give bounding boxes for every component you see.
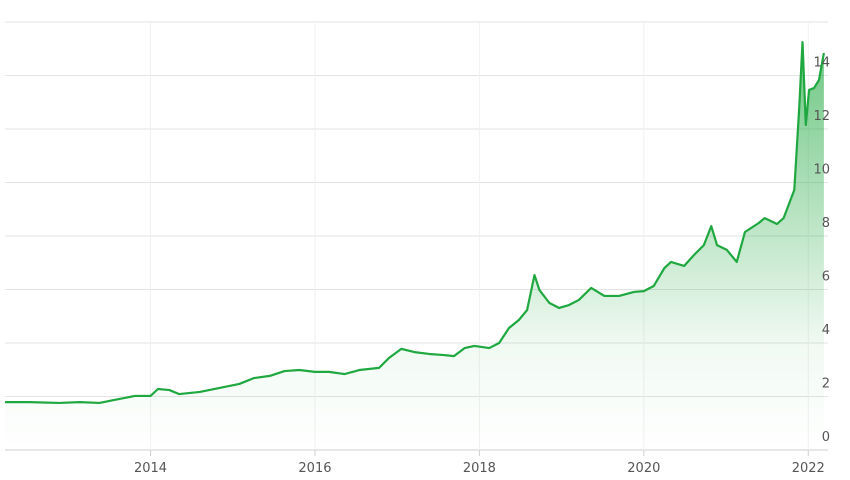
x-tick-label: 2016 — [298, 461, 331, 476]
y-tick-label: 14 — [813, 56, 830, 71]
x-tick-label: 2020 — [627, 461, 660, 476]
y-tick-label: 10 — [813, 163, 830, 178]
x-tick-label: 2014 — [134, 461, 167, 476]
x-tick-label: 2022 — [792, 461, 825, 476]
x-tick-label: 2018 — [463, 461, 496, 476]
y-tick-label: 6 — [822, 270, 830, 285]
y-tick-label: 12 — [813, 109, 830, 124]
area-fill — [5, 42, 824, 451]
y-tick-label: 2 — [822, 377, 830, 392]
y-tick-label: 8 — [822, 216, 830, 231]
price-line — [5, 40, 825, 405]
y-tick-label: 4 — [822, 323, 830, 338]
y-tick-label: 0 — [822, 430, 830, 445]
